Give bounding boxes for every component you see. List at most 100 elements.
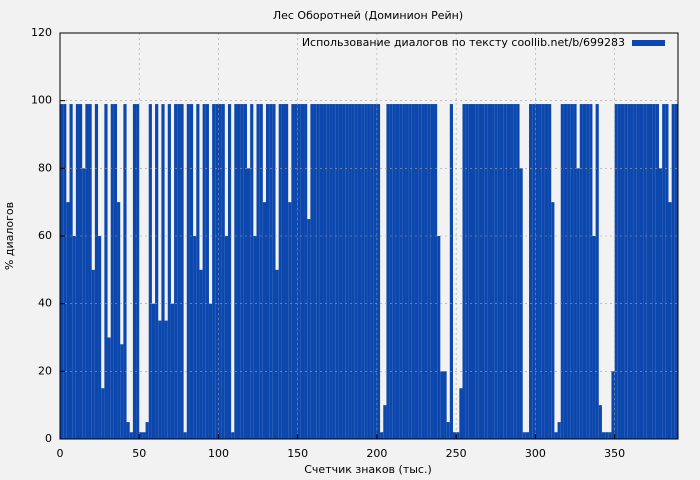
- bar: [601, 432, 606, 439]
- bar: [620, 104, 625, 440]
- bar: [405, 104, 409, 440]
- bar: [174, 104, 178, 440]
- bar: [300, 104, 305, 440]
- bar: [221, 104, 225, 440]
- bar: [424, 104, 428, 440]
- bar: [313, 104, 317, 440]
- bar: [142, 432, 146, 439]
- bar: [180, 104, 184, 440]
- bar: [421, 104, 425, 440]
- bar: [624, 104, 628, 440]
- bar: [510, 104, 514, 440]
- bar: [278, 104, 282, 440]
- bar: [224, 236, 228, 439]
- bar: [335, 104, 339, 440]
- bar: [608, 432, 612, 439]
- bar: [611, 371, 615, 439]
- bar: [614, 104, 618, 440]
- bar: [465, 104, 469, 440]
- bar: [193, 236, 197, 439]
- bar: [205, 104, 209, 440]
- x-tick-label: 200: [366, 447, 387, 460]
- bar: [386, 104, 390, 440]
- bar: [529, 104, 533, 440]
- bar: [88, 104, 92, 440]
- bar: [316, 104, 320, 440]
- bar: [503, 104, 507, 440]
- x-tick-label: 150: [287, 447, 308, 460]
- bar: [63, 104, 67, 440]
- bar: [399, 104, 403, 440]
- bar: [75, 104, 80, 440]
- bar: [402, 104, 406, 440]
- bar: [567, 104, 571, 440]
- y-tick-label: 0: [45, 432, 52, 445]
- bar: [570, 104, 574, 440]
- x-axis-label: Счетчик знаков (тыс.): [304, 463, 432, 476]
- bar: [668, 202, 672, 439]
- bar: [183, 432, 187, 439]
- bar: [462, 104, 466, 440]
- bar: [266, 104, 270, 440]
- bar: [662, 104, 666, 440]
- bar: [586, 104, 590, 440]
- bar: [433, 104, 438, 440]
- bar: [560, 104, 564, 440]
- x-tick-label: 50: [132, 447, 146, 460]
- bar: [630, 104, 634, 440]
- bar: [573, 104, 577, 440]
- bar: [310, 104, 314, 440]
- bar: [234, 104, 238, 440]
- bar: [652, 104, 656, 440]
- bar: [246, 168, 251, 440]
- bar: [500, 104, 504, 440]
- bar: [411, 104, 415, 440]
- bar: [139, 432, 143, 439]
- bar: [253, 236, 257, 439]
- bar: [535, 104, 539, 440]
- bar: [250, 104, 254, 440]
- bar: [82, 168, 86, 440]
- bar: [304, 104, 308, 440]
- bar: [513, 104, 517, 440]
- bar: [66, 202, 70, 439]
- bar: [456, 432, 460, 439]
- bar: [484, 104, 488, 440]
- bar: [215, 104, 219, 440]
- y-tick-label: 20: [38, 364, 52, 377]
- bar: [576, 168, 580, 440]
- bar: [649, 104, 653, 440]
- bar: [129, 432, 133, 439]
- bar: [94, 104, 99, 440]
- bar: [275, 269, 279, 439]
- bar: [110, 104, 114, 440]
- bar: [364, 104, 368, 440]
- bar: [136, 104, 140, 440]
- bar: [338, 104, 343, 440]
- legend-label: Использование диалогов по тексту coollib…: [302, 36, 625, 49]
- bar: [348, 104, 352, 440]
- bar: [449, 104, 453, 440]
- bar: [361, 104, 365, 440]
- bar: [199, 269, 203, 439]
- x-tick-label: 300: [525, 447, 546, 460]
- y-axis-label: % диалогов: [3, 202, 16, 270]
- bar: [101, 388, 105, 439]
- bar: [240, 104, 244, 440]
- bar: [646, 104, 650, 440]
- bar: [170, 303, 175, 439]
- bar: [427, 104, 431, 440]
- bar: [639, 104, 644, 440]
- y-tick-label: 120: [31, 26, 52, 39]
- legend-swatch: [632, 40, 665, 46]
- bar: [605, 432, 609, 439]
- bar: [551, 202, 555, 439]
- bar: [164, 320, 168, 439]
- bar: [459, 388, 463, 439]
- bar: [544, 104, 549, 440]
- bar: [332, 104, 336, 440]
- bar: [243, 104, 247, 440]
- bar: [380, 432, 384, 439]
- bar: [491, 104, 495, 440]
